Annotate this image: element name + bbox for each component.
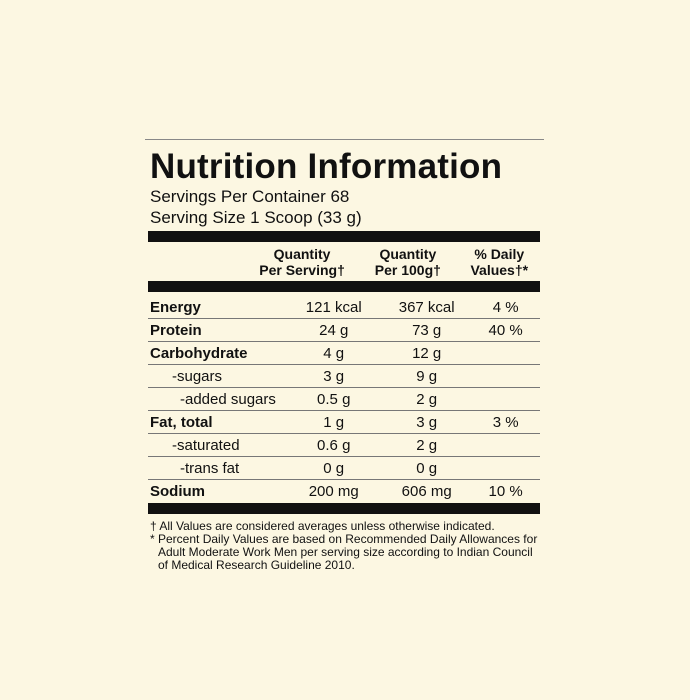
nutrient-name: Fat, total	[148, 410, 286, 434]
nutrient-value: 121 kcal	[285, 296, 383, 319]
nutrient-value	[471, 364, 540, 388]
rule	[145, 139, 544, 140]
column-header: Quantity Per Serving†	[247, 242, 357, 281]
nutrient-value: 0.5 g	[285, 387, 383, 411]
nutrient-value	[471, 387, 540, 411]
nutrition-body: Energy 121 kcal 367 kcal 4 % Protein 24 g 73 g…	[148, 296, 540, 502]
nutrient-name: -sugars	[148, 364, 286, 388]
nutrient-value	[471, 456, 540, 480]
footnotes: † All Values are considered averages unl…	[150, 520, 544, 572]
servings: Servings Per Container 68	[150, 187, 350, 206]
nutrient-value: 10 %	[488, 482, 523, 500]
nutrient-value: 0 g	[285, 456, 383, 480]
nutrient-value: 73 g	[382, 318, 472, 342]
nutrient-value: 40 %	[471, 318, 540, 342]
header-line: % Daily	[474, 246, 525, 262]
nutrient-row: Protein 24 g 73 g 40 %	[148, 318, 540, 342]
header-line: Values†*	[470, 262, 529, 278]
nutrient-row: Sodium 200 mg 606 mg 10 %	[148, 480, 540, 503]
nutrient-name: -added sugars	[148, 387, 286, 411]
footnote: † All Values are considered averages unl…	[150, 519, 495, 533]
nutrition-table: Quantity Per Serving† Quantity Per 100g†% D…	[148, 242, 540, 281]
nutrient-name: Sodium	[150, 482, 205, 500]
header-line: Quantity	[273, 246, 331, 262]
nutrient-value	[471, 341, 540, 365]
nutrient-value: 4 %	[471, 296, 540, 319]
column-header: Quantity Per 100g†	[357, 242, 458, 281]
nutrient-value: 3 g	[382, 410, 472, 434]
nutrient-value: 4 g	[285, 341, 383, 365]
nutrient-name: Protein	[148, 318, 286, 342]
nutrient-value: 367 kcal	[382, 296, 472, 319]
nutrient-value: 3 %	[471, 410, 540, 434]
nutrient-value: 1 g	[285, 410, 383, 434]
header-line: Per Serving†	[259, 262, 345, 278]
nutrient-value: 2 g	[382, 433, 472, 457]
nutrient-value: 9 g	[382, 364, 472, 388]
nutrient-value: 0.6 g	[285, 433, 383, 457]
title: Nutrition Information	[150, 147, 503, 186]
nutrient-value: 606 mg	[401, 482, 452, 500]
nutrient-value: 200 mg	[308, 482, 359, 500]
nutrient-name: -trans fat	[148, 456, 286, 480]
serving-size: Serving Size 1 Scoop (33 g)	[150, 208, 362, 227]
header-row: Quantity Per Serving† Quantity Per 100g†% D…	[148, 242, 540, 281]
rows: Energy 121 kcal 367 kcal 4 % Protein 24 g 73 g…	[148, 296, 540, 502]
nutrient-value: 0 g	[382, 456, 472, 480]
nutrition-panel: Nutrition Information Servings Per Conta…	[145, 139, 544, 572]
rule	[148, 503, 540, 514]
header-cell	[148, 242, 247, 281]
footnote: * Percent Daily Values are based on Reco…	[150, 532, 538, 572]
nutrient-name: Carbohydrate	[148, 341, 286, 365]
rule	[148, 231, 540, 242]
header-line: Per 100g†	[374, 262, 441, 278]
nutrient-name: Energy	[148, 296, 286, 319]
nutrient-value: 2 g	[382, 387, 472, 411]
header-line: Quantity	[379, 246, 437, 262]
nutrient-value: 3 g	[285, 364, 383, 388]
nutrient-value: 12 g	[382, 341, 472, 365]
nutrient-name: -saturated	[148, 433, 286, 457]
rule	[148, 281, 540, 292]
nutrient-row: Carbohydrate 4 g 12 g	[148, 341, 540, 365]
nutrient-value: 24 g	[285, 318, 383, 342]
nutrient-row: Energy 121 kcal 367 kcal 4 %	[148, 296, 540, 319]
nutrient-value	[471, 433, 540, 457]
column-header: % Daily Values†*	[459, 242, 540, 281]
